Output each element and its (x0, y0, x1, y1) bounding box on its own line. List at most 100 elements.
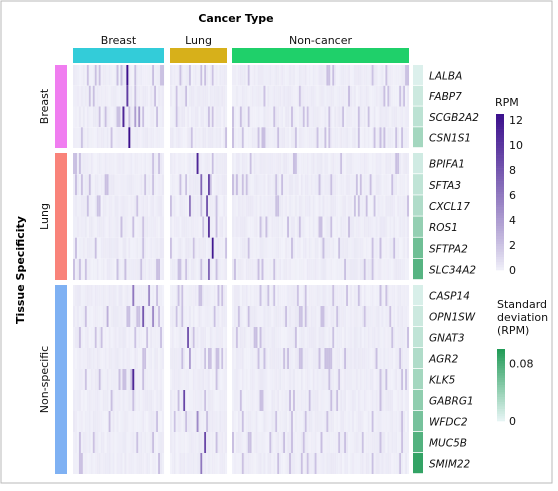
heatmap-cell (312, 453, 315, 474)
heatmap-cell (302, 65, 305, 86)
heatmap-cell (403, 369, 406, 390)
gene-labels: LALBAFABP7SCGB2A2CSN1S1BPIFA1SFTA3CXCL17… (428, 70, 479, 470)
heatmap-cell (348, 216, 351, 238)
heatmap-cell (185, 285, 188, 306)
heatmap-cell (340, 65, 343, 86)
heatmap-cell (194, 65, 197, 86)
heatmap-cell (73, 65, 76, 86)
heatmap-cell (146, 327, 149, 348)
heatmap-cell (92, 411, 95, 432)
heatmap-cell (316, 237, 319, 259)
heatmap-cell (116, 285, 119, 306)
heatmap-cell (273, 453, 276, 474)
heatmap-cell (277, 327, 280, 348)
heatmap-cell (363, 348, 366, 369)
heatmap-cell (298, 369, 301, 390)
heatmap-cell (389, 306, 392, 327)
heatmap-cell (233, 285, 236, 306)
heatmap-cell (219, 195, 222, 217)
heatmap-cell (385, 258, 388, 280)
rpm-gradient-step (496, 249, 504, 253)
heatmap-cell (312, 127, 315, 148)
heatmap-cell (243, 85, 246, 107)
heatmap-cell (90, 285, 93, 306)
heatmap-cell (233, 369, 236, 390)
heatmap-cell (192, 411, 195, 432)
heatmap-cell (365, 237, 368, 259)
heatmap-cell (298, 306, 301, 327)
heatmap-cell (251, 237, 254, 259)
heatmap-cell (90, 348, 93, 369)
heatmap-cell (310, 195, 313, 217)
heatmap-cell (80, 285, 83, 306)
heatmap-cell (332, 174, 335, 196)
heatmap-cell (318, 195, 321, 217)
heatmap-cell (213, 306, 216, 327)
heatmap-cell (355, 390, 358, 411)
sd-gradient-step (497, 399, 505, 403)
heatmap-cell (373, 258, 376, 280)
sd-cell-wfdc2 (413, 411, 423, 432)
heatmap-cell (88, 153, 91, 175)
heatmap-cell (211, 85, 214, 107)
heatmap-cell (84, 106, 87, 128)
heatmap-cells (73, 65, 410, 474)
heatmap-cell (363, 216, 366, 238)
heatmap-cell (399, 390, 402, 411)
heatmap-cell (359, 85, 362, 107)
heatmap-cell (217, 432, 220, 453)
heatmap-cell (128, 390, 131, 411)
heatmap-cell (152, 237, 155, 259)
heatmap-cell (128, 174, 131, 196)
heatmap-cell (371, 453, 374, 474)
heatmap-cell (300, 237, 303, 259)
heatmap-cell (348, 65, 351, 86)
heatmap-cell (78, 237, 81, 259)
heatmap-cell (379, 127, 382, 148)
heatmap-cell (403, 85, 406, 107)
heatmap-cell (239, 127, 242, 148)
heatmap-cell (351, 106, 354, 128)
heatmap-cell (215, 65, 218, 86)
rpm-tick-label: 10 (509, 139, 523, 152)
heatmap-cell (355, 411, 358, 432)
heatmap-cell (198, 174, 201, 196)
heatmap-cell (146, 390, 149, 411)
heatmap-cell (273, 411, 276, 432)
heatmap-cell (124, 216, 127, 238)
rpm-gradient-step (496, 166, 504, 169)
heatmap-cell (194, 453, 197, 474)
heatmap-cell (324, 85, 327, 107)
heatmap-cell (326, 237, 329, 259)
heatmap-cell (189, 195, 191, 217)
heatmap-cell (100, 348, 103, 369)
heatmap-cell (144, 432, 147, 453)
heatmap-cell (275, 327, 278, 348)
heatmap-cell (379, 174, 382, 196)
heatmap-cell (263, 348, 266, 369)
heatmap-cell (92, 65, 95, 86)
heatmap-cell (94, 195, 97, 217)
heatmap-cell (247, 106, 250, 128)
heatmap-cell (140, 390, 143, 411)
heatmap-cell (273, 237, 276, 259)
heatmap-cell (322, 369, 325, 390)
heatmap-cell (173, 390, 176, 411)
heatmap-cell (379, 153, 382, 175)
heatmap-cell (314, 65, 317, 86)
heatmap-cell (181, 348, 184, 369)
heatmap-cell (350, 106, 353, 128)
heatmap-cell (296, 411, 299, 432)
heatmap-cell (308, 174, 311, 196)
heatmap-cell (150, 285, 153, 306)
heatmap-cell (283, 306, 286, 327)
heatmap-cell (287, 127, 290, 148)
heatmap-cell (350, 195, 353, 217)
heatmap-cell (171, 258, 174, 280)
heatmap-cell (336, 258, 339, 280)
heatmap-cell (308, 306, 311, 327)
heatmap-cell (78, 174, 81, 196)
heatmap-cell (211, 153, 214, 175)
heatmap-cell (385, 153, 388, 175)
heatmap-cell (393, 306, 396, 327)
